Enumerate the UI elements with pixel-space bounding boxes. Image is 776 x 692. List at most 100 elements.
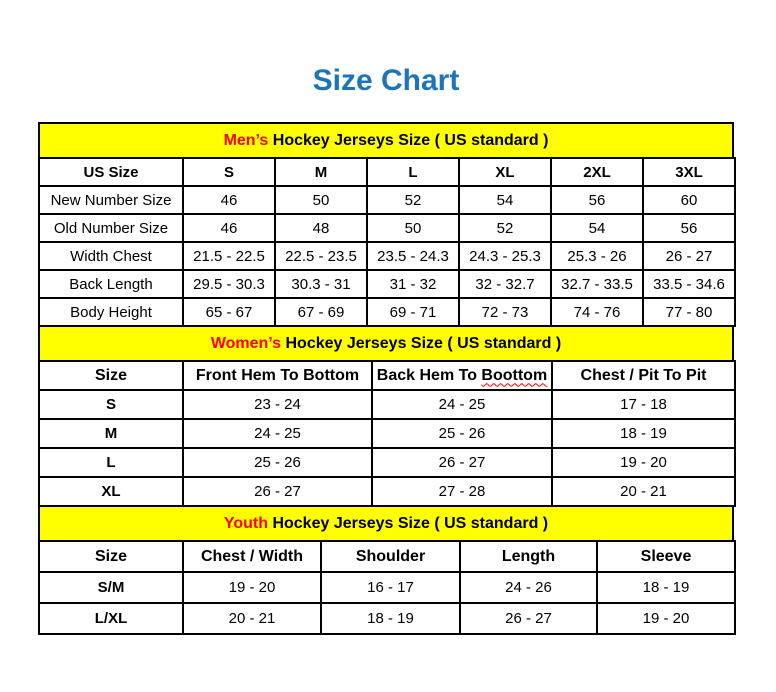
column-header-cell: XL (458, 157, 552, 187)
mens-size-table: US Size S M L XL 2XL 3XL New Number Size… (38, 157, 736, 327)
value-cell: 16 - 17 (320, 571, 461, 604)
value-cell: 52 (458, 213, 552, 243)
column-header-text: Back Hem To (376, 366, 482, 384)
womens-banner-text: Hockey Jerseys Size ( US standard ) (281, 334, 562, 352)
column-header-cell: L (366, 157, 460, 187)
value-cell: 32.7 - 33.5 (550, 269, 644, 299)
value-cell: 31 - 32 (366, 269, 460, 299)
row-label-cell: L/XL (38, 602, 184, 635)
value-cell: 19 - 20 (596, 602, 736, 635)
row-label-cell: M (38, 418, 184, 449)
table-row: Body Height 65 - 67 67 - 69 69 - 71 72 -… (38, 297, 736, 327)
value-cell: 67 - 69 (274, 297, 368, 327)
table-row: XL 26 - 27 27 - 28 20 - 21 (38, 476, 736, 507)
value-cell: 54 (550, 213, 644, 243)
womens-section-banner: Women’s Hockey Jerseys Size ( US standar… (38, 325, 734, 362)
column-header-cell: Size (38, 360, 184, 391)
value-cell: 24 - 25 (182, 418, 373, 449)
column-header-cell: Size (38, 540, 184, 573)
row-label-cell: S/M (38, 571, 184, 604)
column-header-cell: Shoulder (320, 540, 461, 573)
table-row: M 24 - 25 25 - 26 18 - 19 (38, 418, 736, 449)
value-cell: 23 - 24 (182, 389, 373, 420)
value-cell: 48 (274, 213, 368, 243)
youth-size-table: Size Chest / Width Shoulder Length Sleev… (38, 540, 736, 635)
womens-header-row: Size Front Hem To Bottom Back Hem To Boo… (38, 360, 736, 391)
youth-header-row: Size Chest / Width Shoulder Length Sleev… (38, 540, 736, 573)
value-cell: 29.5 - 30.3 (182, 269, 276, 299)
value-cell: 19 - 20 (551, 447, 736, 478)
misspelled-word: Boottom (481, 366, 548, 384)
value-cell: 19 - 20 (182, 571, 322, 604)
womens-size-table: Size Front Hem To Bottom Back Hem To Boo… (38, 360, 736, 507)
column-header-cell: Front Hem To Bottom (182, 360, 373, 391)
row-label-cell: Width Chest (38, 241, 184, 271)
value-cell: 18 - 19 (320, 602, 461, 635)
column-header-cell: Chest / Pit To Pit (551, 360, 736, 391)
value-cell: 23.5 - 24.3 (366, 241, 460, 271)
value-cell: 60 (642, 185, 736, 215)
value-cell: 50 (366, 213, 460, 243)
column-header-cell: S (182, 157, 276, 187)
value-cell: 26 - 27 (459, 602, 598, 635)
value-cell: 22.5 - 23.5 (274, 241, 368, 271)
value-cell: 56 (642, 213, 736, 243)
value-cell: 26 - 27 (642, 241, 736, 271)
page-title: Size Chart (312, 64, 460, 97)
value-cell: 17 - 18 (551, 389, 736, 420)
value-cell: 74 - 76 (550, 297, 644, 327)
value-cell: 46 (182, 213, 276, 243)
mens-banner-accent: Men’s (223, 131, 269, 149)
value-cell: 24 - 26 (459, 571, 598, 604)
value-cell: 26 - 27 (182, 476, 373, 507)
column-header-cell: 3XL (642, 157, 736, 187)
youth-banner-text: Hockey Jerseys Size ( US standard ) (268, 514, 549, 532)
row-label-cell: Old Number Size (38, 213, 184, 243)
value-cell: 50 (274, 185, 368, 215)
mens-section-banner: Men’s Hockey Jerseys Size ( US standard … (38, 122, 734, 159)
column-header-cell: Back Hem To Boottom (371, 360, 553, 391)
table-row: L 25 - 26 26 - 27 19 - 20 (38, 447, 736, 478)
table-row: Old Number Size 46 48 50 52 54 56 (38, 213, 736, 243)
table-row: Width Chest 21.5 - 22.5 22.5 - 23.5 23.5… (38, 241, 736, 271)
value-cell: 20 - 21 (551, 476, 736, 507)
table-row: L/XL 20 - 21 18 - 19 26 - 27 19 - 20 (38, 602, 736, 635)
value-cell: 33.5 - 34.6 (642, 269, 736, 299)
womens-banner-accent: Women’s (210, 334, 282, 352)
value-cell: 20 - 21 (182, 602, 322, 635)
value-cell: 18 - 19 (551, 418, 736, 449)
value-cell: 24 - 25 (371, 389, 553, 420)
value-cell: 25 - 26 (182, 447, 373, 478)
value-cell: 56 (550, 185, 644, 215)
value-cell: 54 (458, 185, 552, 215)
value-cell: 26 - 27 (371, 447, 553, 478)
value-cell: 21.5 - 22.5 (182, 241, 276, 271)
value-cell: 69 - 71 (366, 297, 460, 327)
mens-banner-text: Hockey Jerseys Size ( US standard ) (268, 131, 549, 149)
row-label-cell: Back Length (38, 269, 184, 299)
value-cell: 18 - 19 (596, 571, 736, 604)
value-cell: 32 - 32.7 (458, 269, 552, 299)
value-cell: 25 - 26 (371, 418, 553, 449)
row-label-cell: L (38, 447, 184, 478)
value-cell: 52 (366, 185, 460, 215)
mens-header-row: US Size S M L XL 2XL 3XL (38, 157, 736, 187)
row-label-cell: XL (38, 476, 184, 507)
table-row: New Number Size 46 50 52 54 56 60 (38, 185, 736, 215)
value-cell: 30.3 - 31 (274, 269, 368, 299)
table-row: Back Length 29.5 - 30.3 30.3 - 31 31 - 3… (38, 269, 736, 299)
value-cell: 27 - 28 (371, 476, 553, 507)
row-label-cell: Body Height (38, 297, 184, 327)
value-cell: 25.3 - 26 (550, 241, 644, 271)
column-header-cell: US Size (38, 157, 184, 187)
value-cell: 65 - 67 (182, 297, 276, 327)
column-header-cell: Length (459, 540, 598, 573)
column-header-cell: 2XL (550, 157, 644, 187)
youth-banner-accent: Youth (223, 514, 268, 532)
value-cell: 24.3 - 25.3 (458, 241, 552, 271)
row-label-cell: New Number Size (38, 185, 184, 215)
column-header-cell: Sleeve (596, 540, 736, 573)
value-cell: 46 (182, 185, 276, 215)
table-row: S 23 - 24 24 - 25 17 - 18 (38, 389, 736, 420)
